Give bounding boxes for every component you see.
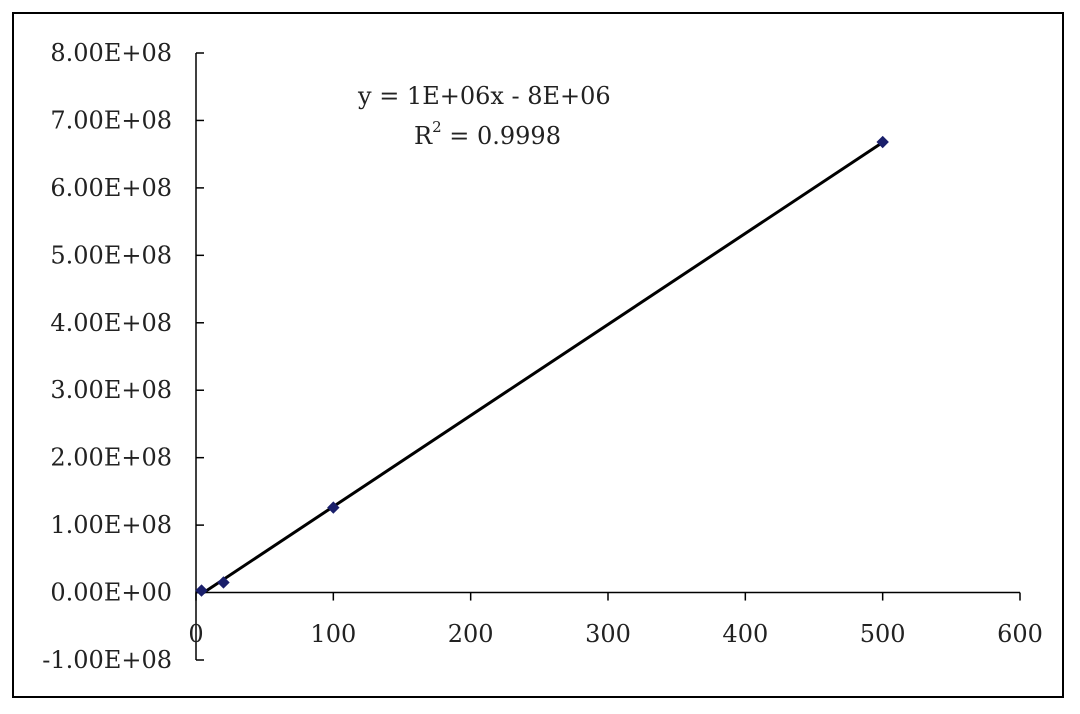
r-squared-value: = 0.9998 [442, 122, 561, 150]
data-point [327, 501, 340, 514]
y-tick-label: 1.00E+08 [50, 511, 172, 539]
x-axis-ticks: 0 100 200 300 400 500 600 [188, 592, 1043, 648]
data-point [876, 135, 889, 149]
r-squared-text: R2 = 0.9998 [414, 118, 561, 150]
data-point [217, 576, 230, 589]
x-tick-label: 600 [997, 620, 1043, 648]
r-squared-symbol: R [414, 122, 433, 150]
trendline-equation: y = 1E+06x - 8E+06 R2 = 0.9998 [357, 82, 611, 150]
x-tick-label: 400 [722, 620, 768, 648]
data-point [195, 584, 208, 597]
y-tick-label: -1.00E+08 [42, 646, 172, 674]
y-tick-label: 2.00E+08 [50, 444, 172, 472]
y-axis-ticks: -1.00E+08 0.00E+00 1.00E+08 2.00E+08 3.00E+0… [42, 39, 204, 674]
trendline-group [200, 141, 884, 596]
y-tick-label: 5.00E+08 [50, 241, 172, 269]
y-tick-label: 0.00E+00 [50, 579, 172, 607]
x-tick-label: 500 [860, 620, 906, 648]
y-tick-label: 7.00E+08 [50, 106, 172, 134]
x-tick-label: 100 [310, 620, 356, 648]
equation-text: y = 1E+06x - 8E+06 [357, 82, 611, 110]
chart-frame [12, 12, 1064, 698]
x-tick-label: 200 [448, 620, 494, 648]
y-tick-label: 6.00E+08 [50, 174, 172, 202]
trendline [200, 141, 884, 596]
y-tick-label: 8.00E+08 [50, 39, 172, 67]
x-tick-label: 300 [585, 620, 631, 648]
x-tick-label: 0 [188, 620, 203, 648]
r-squared-superscript: 2 [432, 118, 442, 136]
data-points [195, 135, 889, 597]
y-tick-label: 3.00E+08 [50, 376, 172, 404]
y-tick-label: 4.00E+08 [50, 309, 172, 337]
axes [195, 53, 1020, 660]
